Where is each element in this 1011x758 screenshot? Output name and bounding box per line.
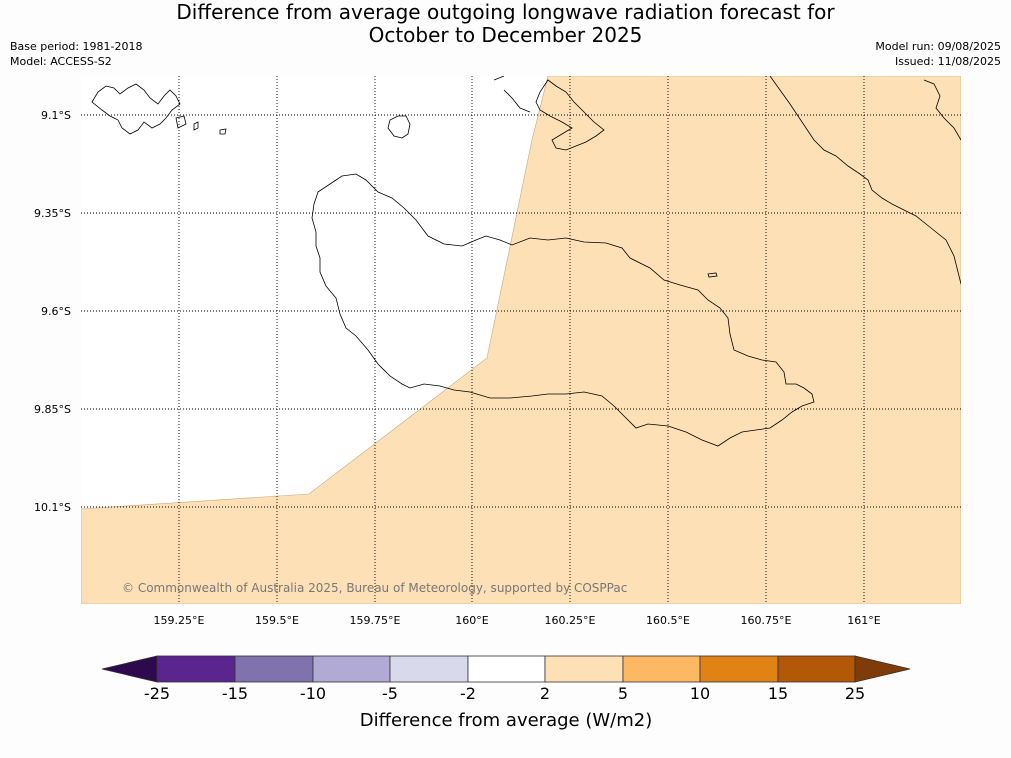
colorbar-segment: [234, 655, 314, 683]
colorbar-tick: -5: [382, 684, 398, 703]
graticule: [81, 76, 961, 604]
colorbar-tick-labels: -25 -15 -10 -5 -2 2 5 10 15 25: [144, 684, 865, 703]
colorbar-segment: [467, 655, 546, 683]
lat-label: 9.85°S: [34, 403, 71, 416]
issued-label: Issued: 11/08/2025: [894, 55, 1001, 68]
lon-label: 159.5°E: [255, 614, 299, 627]
colorbar-segment: [389, 655, 469, 683]
lat-label: 9.6°S: [41, 305, 71, 318]
florida-islands-islet-c: [219, 128, 227, 135]
florida-islands-east-coastline: [493, 76, 605, 151]
lat-label: 9.35°S: [34, 207, 71, 220]
colorbar-extend-low: [101, 655, 158, 683]
lat-label: 9.1°S: [41, 109, 71, 122]
colorbar-segment: [699, 655, 779, 683]
copyright-notice: © Commonwealth of Australia 2025, Bureau…: [122, 581, 627, 595]
lat-label: 10.1°S: [34, 501, 71, 514]
colorbar: -25 -15 -10 -5 -2 2 5 10 15 25 Differenc…: [101, 655, 911, 731]
colorbar-tick: -2: [460, 684, 476, 703]
colorbar-segment: [544, 655, 624, 683]
colorbar-tick: -15: [222, 684, 248, 703]
coastlines: [91, 76, 961, 447]
colorbar-segment: [156, 655, 236, 683]
florida-islands-islet-a: [175, 115, 187, 129]
map-panel[interactable]: © Commonwealth of Australia 2025, Bureau…: [81, 76, 961, 604]
small-islet-coastline: [707, 272, 718, 278]
base-period-label: Base period: 1981-2018: [10, 40, 143, 53]
lon-label: 159.25°E: [154, 614, 205, 627]
lon-label: 160.75°E: [741, 614, 792, 627]
lon-label: 159.75°E: [350, 614, 401, 627]
colorbar-tick: 2: [540, 684, 550, 703]
lon-label: 161°E: [847, 614, 880, 627]
map-title-line-2: October to December 2025: [368, 23, 643, 47]
florida-islands-channel: [503, 89, 531, 113]
colorbar-segment: [622, 655, 701, 683]
colorbar-tick: -10: [300, 684, 326, 703]
colorbar-tick: 15: [768, 684, 788, 703]
colorbar-tick: 10: [690, 684, 710, 703]
longitude-labels: 159.25°E 159.5°E 159.75°E 160°E 160.25°E…: [154, 614, 881, 627]
lon-label: 160°E: [455, 614, 488, 627]
colorbar-segment: [312, 655, 391, 683]
guadalcanal-coastline: [311, 173, 815, 447]
colorbar-extend-high: [854, 655, 911, 683]
malaita-coastline: [769, 76, 961, 285]
model-label: Model: ACCESS-S2: [10, 55, 112, 68]
lon-label: 160.25°E: [545, 614, 596, 627]
colorbar-tick: 5: [618, 684, 628, 703]
colorbar-tick: 25: [845, 684, 865, 703]
florida-islands-west-coastline: [91, 83, 181, 135]
malaita-north-coastline: [923, 79, 961, 141]
colorbar-label: Difference from average (W/m2): [360, 710, 652, 731]
latitude-labels: 9.1°S 9.35°S 9.6°S 9.85°S 10.1°S: [34, 109, 71, 514]
colorbar-tick: -25: [144, 684, 170, 703]
savo-island-coastline: [387, 115, 411, 139]
lon-label: 160.5°E: [646, 614, 690, 627]
florida-islands-islet-b: [193, 121, 199, 131]
colorbar-segment: [777, 655, 856, 683]
map-title-line-1: Difference from average outgoing longwav…: [176, 0, 835, 24]
model-run-label: Model run: 09/08/2025: [875, 40, 1001, 53]
